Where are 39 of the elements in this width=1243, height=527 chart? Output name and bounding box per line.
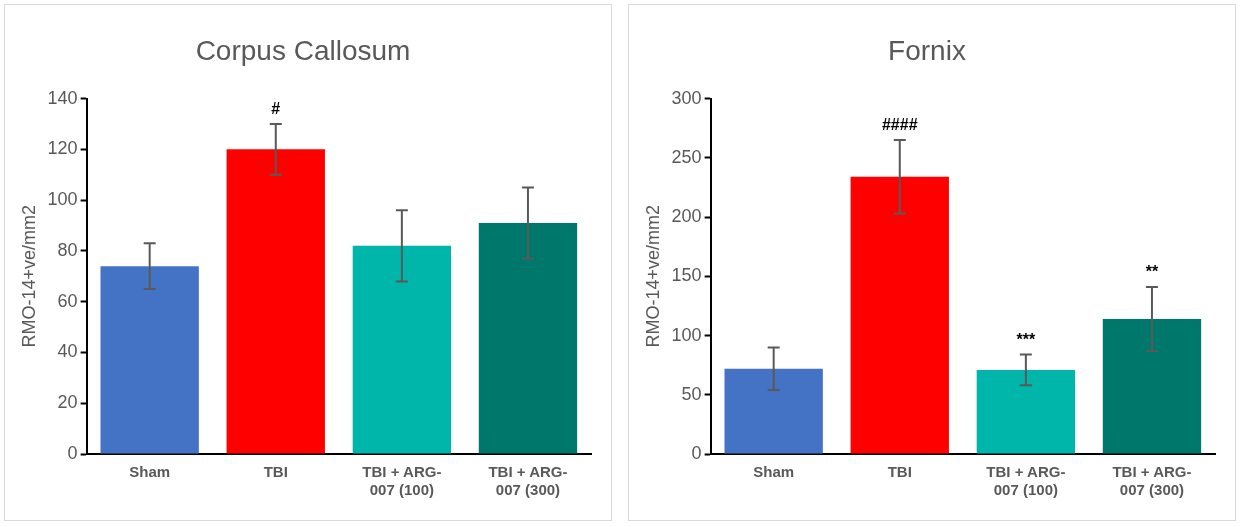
x-tick-label: Sham	[129, 463, 171, 481]
bar	[850, 176, 949, 454]
bar	[976, 369, 1076, 454]
bar	[226, 149, 325, 454]
y-tick-label: 100	[671, 324, 702, 345]
y-tick-label: 200	[671, 206, 702, 227]
bar	[352, 245, 452, 454]
y-tick-label: 100	[47, 189, 78, 210]
x-tick-label: TBI + ARG-007 (300)	[488, 463, 568, 499]
data-label: **	[1145, 263, 1159, 281]
y-tick-label: 0	[67, 442, 78, 463]
data-label: #	[271, 100, 281, 118]
x-tick-label: TBI + ARG-007 (300)	[1112, 463, 1192, 499]
x-tick-label: TBI	[263, 463, 288, 481]
y-tick-label: 120	[47, 138, 78, 159]
x-tick-label: Sham	[753, 463, 795, 481]
y-axis-title: RMO-14+ve/mm2	[642, 205, 663, 348]
y-tick-label: 150	[671, 265, 702, 286]
y-tick-label: 80	[57, 239, 78, 260]
y-tick-label: 50	[681, 383, 702, 404]
y-tick-label: 140	[47, 87, 78, 108]
bar	[724, 368, 823, 454]
y-tick-label: 250	[671, 146, 702, 167]
x-tick-label: TBI + ARG-007 (100)	[362, 463, 442, 499]
chart-title: Corpus Callosum	[195, 34, 411, 66]
bar	[100, 266, 199, 454]
y-tick-label: 0	[691, 442, 702, 463]
y-tick-label: 40	[57, 341, 78, 362]
y-axis-title: RMO-14+ve/mm2	[18, 205, 39, 348]
y-tick-label: 60	[57, 290, 78, 311]
bar	[478, 222, 578, 454]
data-label: ####	[881, 116, 918, 134]
x-tick-label: TBI + ARG-007 (100)	[986, 463, 1066, 499]
y-tick-label: 300	[671, 87, 702, 108]
bar	[1102, 318, 1202, 454]
data-label: ***	[1016, 330, 1036, 348]
chart-title: Fornix	[888, 34, 966, 66]
y-tick-label: 20	[57, 392, 78, 413]
x-tick-label: TBI	[887, 463, 912, 481]
